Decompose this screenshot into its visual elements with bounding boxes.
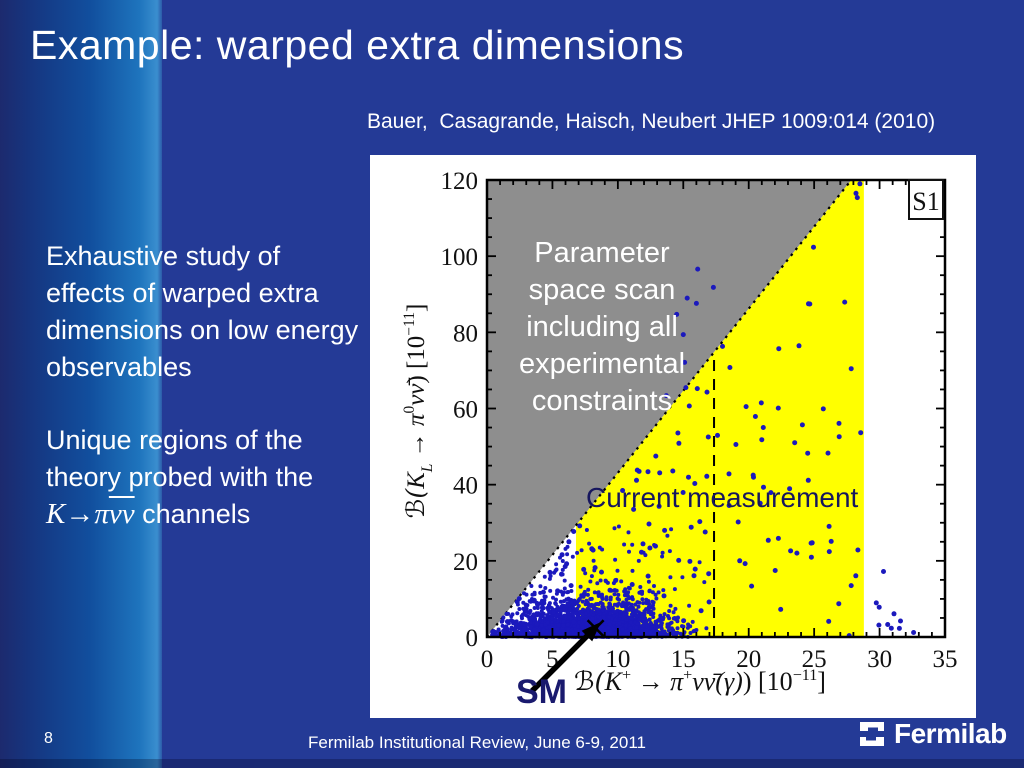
svg-text:20: 20 xyxy=(736,646,761,673)
measurement-annotation: Current measurement xyxy=(586,482,859,513)
svg-text:80: 80 xyxy=(453,320,478,347)
citation: Bauer, Casagrande, Haisch, Neubert JHEP … xyxy=(367,110,936,133)
svg-text:25: 25 xyxy=(802,646,827,673)
body-paragraph-2: Unique regions of the theory probed with… xyxy=(46,422,364,533)
svg-text:100: 100 xyxy=(441,244,479,271)
legend-s1-label: S1 xyxy=(908,179,944,220)
svg-text:0: 0 xyxy=(466,625,479,652)
svg-text:15: 15 xyxy=(671,646,696,673)
fermilab-logo: Fermilab xyxy=(856,718,1007,750)
svg-text:120: 120 xyxy=(441,168,479,195)
svg-text:10: 10 xyxy=(605,646,630,673)
svg-text:20: 20 xyxy=(453,549,478,576)
svg-text:35: 35 xyxy=(933,646,958,673)
svg-text:30: 30 xyxy=(867,646,892,673)
footer-text: Fermilab Institutional Review, June 6-9,… xyxy=(308,733,646,752)
background-streak xyxy=(0,0,162,768)
chart-panel: 0 5 10 15 20 25 30 35 0 20 40 60 80 100 120 Parameter … xyxy=(370,155,976,718)
background-bottom-shade xyxy=(0,759,1024,768)
kaon-decay-formula: K→πνν xyxy=(46,498,135,530)
sm-label: SM xyxy=(516,673,567,711)
body-paragraph-2-prefix: Unique regions of the theory probed with… xyxy=(46,425,314,492)
excluded-region-annotation: Parameter space scan including all exper… xyxy=(518,237,686,417)
x-axis-label: ℬ(K+ → π+νν̄(γ)) [10−11] xyxy=(574,666,826,697)
svg-text:0: 0 xyxy=(481,646,494,673)
excluded-region xyxy=(487,180,852,637)
body-paragraph-2-suffix: channels xyxy=(134,499,251,529)
sm-arrow xyxy=(530,622,601,693)
body-text: Exhaustive study of effects of warped ex… xyxy=(46,238,364,569)
y-axis-label: ℬ(KL → π0νν̄) [10−11] xyxy=(400,303,436,519)
svg-text:40: 40 xyxy=(453,473,478,500)
fermilab-logo-text: Fermilab xyxy=(894,718,1007,749)
fermilab-logo-icon xyxy=(860,722,884,746)
body-paragraph-1: Exhaustive study of effects of warped ex… xyxy=(46,241,359,382)
slide-title: Example: warped extra dimensions xyxy=(30,22,685,68)
svg-text:60: 60 xyxy=(453,397,478,424)
page-number: 8 xyxy=(44,730,53,747)
